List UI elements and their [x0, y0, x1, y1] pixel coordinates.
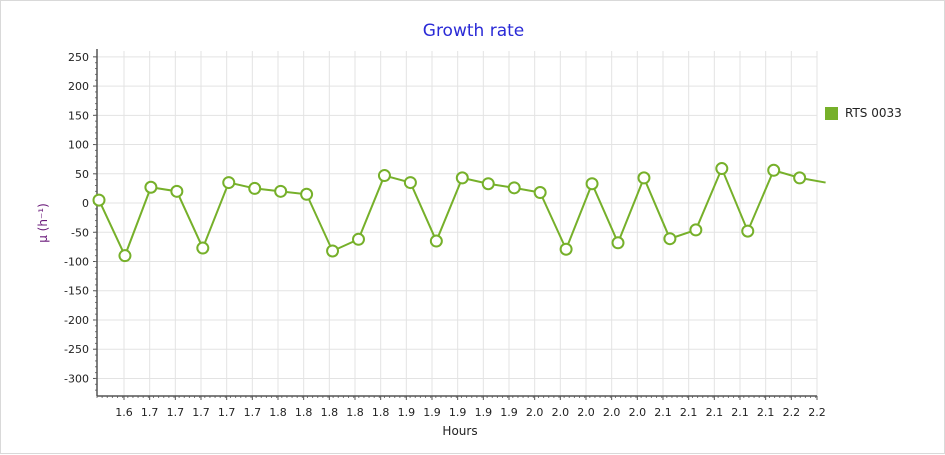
y-tick-label: 200: [68, 80, 89, 93]
data-point: [144, 180, 158, 194]
data-point: [637, 171, 651, 185]
data-point: [170, 184, 184, 198]
data-point: [300, 187, 314, 201]
data-point: [352, 232, 365, 246]
data-point: [585, 177, 599, 191]
x-tick-label: 1.9: [398, 406, 416, 419]
data-point: [403, 176, 417, 190]
y-tick-label: -100: [64, 256, 89, 269]
y-tick-label: 100: [68, 139, 89, 152]
data-point: [507, 181, 521, 195]
data-point: [92, 193, 106, 207]
data-point: [222, 176, 236, 190]
x-tick-label: 1.9: [449, 406, 467, 419]
data-point: [611, 236, 625, 250]
data-point: [118, 249, 132, 263]
y-tick-label: -200: [64, 314, 89, 327]
data-point: [559, 242, 573, 256]
x-tick-label: 2.1: [706, 406, 724, 419]
x-tick-label: 2.1: [654, 406, 672, 419]
x-tick-label: 2.2: [808, 406, 826, 419]
data-point: [767, 163, 781, 177]
data-point: [455, 171, 469, 185]
x-tick-label: 1.7: [244, 406, 262, 419]
chart-title: Growth rate: [422, 21, 525, 41]
y-tick-label: 0: [82, 197, 89, 210]
data-point: [533, 186, 547, 200]
x-tick-label: 1.6: [115, 406, 133, 419]
x-tick-label: 1.8: [295, 406, 313, 419]
y-axis-title: μ (h⁻¹): [36, 203, 50, 243]
x-axis-title: Hours: [442, 424, 477, 438]
y-tick-label: -300: [64, 372, 89, 385]
x-tick-label: 1.9: [500, 406, 518, 419]
x-tick-label: 2.2: [783, 406, 801, 419]
x-tick-label: 1.7: [167, 406, 185, 419]
x-tick-label: 2.0: [603, 406, 621, 419]
x-tick-label: 2.1: [731, 406, 749, 419]
x-tick-label: 2.0: [629, 406, 647, 419]
x-tick-label: 1.8: [269, 406, 287, 419]
data-point: [715, 162, 729, 176]
legend-label: RTS 0033: [845, 106, 902, 120]
y-tick-label: 150: [68, 109, 89, 122]
x-tick-label: 1.9: [475, 406, 493, 419]
y-tick-label: -150: [64, 285, 89, 298]
data-point: [689, 223, 703, 237]
data-point: [663, 232, 677, 246]
data-point: [274, 184, 288, 198]
y-tick-label: -250: [64, 343, 89, 356]
data-point: [326, 244, 340, 258]
data-point: [196, 241, 210, 255]
data-point: [248, 181, 262, 195]
legend-swatch: [825, 106, 838, 120]
x-tick-label: 2.0: [526, 406, 544, 419]
x-tick-label: 1.8: [346, 406, 364, 419]
data-point: [377, 169, 391, 183]
x-tick-label: 2.0: [552, 406, 570, 419]
x-tick-label: 1.7: [218, 406, 236, 419]
x-tick-label: 2.0: [577, 406, 595, 419]
x-tick-label: 1.9: [423, 406, 441, 419]
x-tick-label: 2.1: [757, 406, 775, 419]
data-point: [741, 224, 755, 238]
y-tick-label: 50: [75, 168, 89, 181]
data-point: [481, 177, 495, 191]
x-tick-label: 1.7: [141, 406, 159, 419]
data-point: [429, 234, 443, 248]
y-tick-label: 250: [68, 51, 89, 64]
x-tick-label: 1.8: [372, 406, 390, 419]
x-tick-label: 2.1: [680, 406, 698, 419]
x-tick-label: 1.8: [321, 406, 339, 419]
data-point: [793, 171, 807, 185]
legend: RTS 0033: [825, 106, 902, 120]
x-tick-label: 1.7: [192, 406, 210, 419]
y-tick-label: -50: [71, 226, 89, 239]
